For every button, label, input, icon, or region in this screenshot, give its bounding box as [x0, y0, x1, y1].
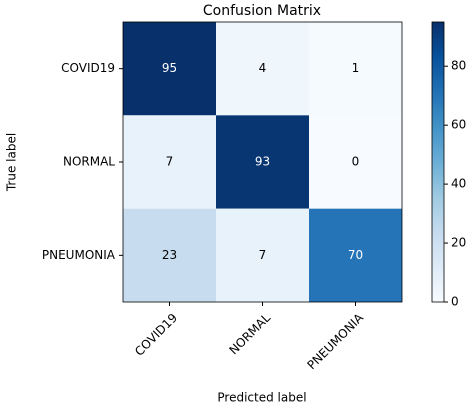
x-tick-label: COVID19: [132, 311, 180, 359]
y-axis-label: True label: [5, 133, 19, 192]
cell-value-label: 95: [162, 61, 177, 75]
colorbar: [431, 21, 445, 303]
colorbar-tick-label: 0: [451, 295, 459, 309]
cell-value-label: 0: [352, 155, 360, 169]
y-tick-label: NORMAL: [63, 155, 115, 169]
heatmap-cell: [216, 208, 309, 302]
chart-title: Confusion Matrix: [203, 3, 321, 19]
colorbar-tick-label: 40: [451, 177, 466, 191]
cell-value-label: 70: [348, 248, 363, 262]
x-axis-label: Predicted label: [217, 391, 306, 405]
cell-value-label: 1: [352, 61, 360, 75]
heatmap-cell: [309, 22, 402, 116]
colorbar-tick-label: 60: [451, 118, 466, 132]
heatmap-cell: [123, 115, 216, 209]
cell-value-label: 4: [259, 61, 267, 75]
heatmap-cell: [216, 22, 309, 116]
cell-value-label: 7: [166, 155, 174, 169]
x-tick-label: PNEUMONIA: [305, 310, 367, 372]
y-tick-label: COVID19: [61, 61, 115, 75]
colorbar-tick-label: 80: [451, 59, 466, 73]
heatmap-cell: [123, 22, 216, 116]
cell-value-label: 7: [259, 248, 267, 262]
cell-value-label: 93: [255, 155, 270, 169]
heatmap-cell: [309, 208, 402, 302]
x-tick-label: NORMAL: [226, 310, 273, 357]
heatmap-cell: [216, 115, 309, 209]
heatmap-cell: [123, 208, 216, 302]
cell-value-label: 23: [162, 248, 177, 262]
y-tick-label: PNEUMONIA: [42, 248, 116, 262]
colorbar-tick-label: 20: [451, 236, 466, 250]
heatmap-cell: [309, 115, 402, 209]
